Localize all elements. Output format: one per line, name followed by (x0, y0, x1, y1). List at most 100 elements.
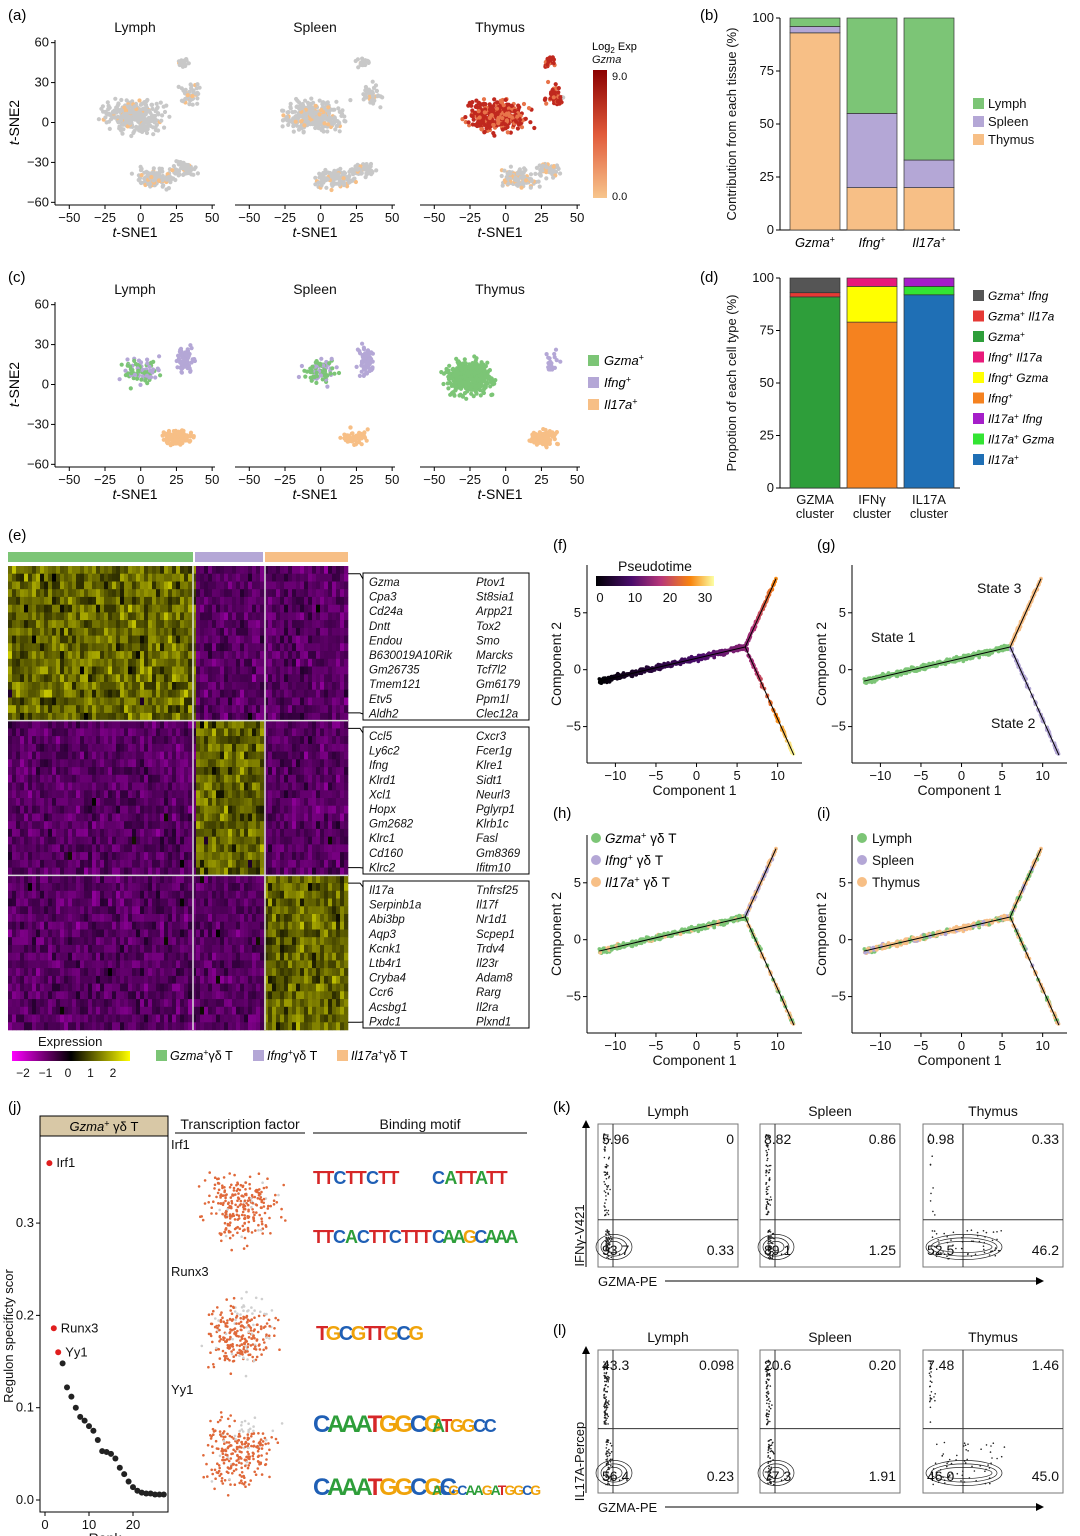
heatmap-cell (144, 682, 149, 690)
heatmap-cell (20, 682, 25, 690)
heatmap-cell (28, 589, 33, 598)
heatmap-cell (168, 705, 173, 714)
tsne-point (549, 363, 554, 368)
heatmap-cell (60, 643, 65, 652)
heatmap-cell (148, 697, 153, 706)
heatmap-cell (136, 589, 141, 598)
heatmap-cell (48, 604, 53, 613)
heatmap-cell (56, 635, 61, 644)
heatmap-cell (120, 658, 125, 667)
tsne-point (317, 122, 322, 127)
panel-label-i: (i) (817, 805, 830, 822)
heatmap-cell (60, 712, 65, 721)
heatmap-cell (316, 689, 321, 698)
heatmap-cell (128, 658, 133, 667)
heatmap-cell (28, 643, 33, 652)
heatmap-cell (120, 674, 125, 683)
heatmap-cell (132, 705, 137, 714)
heatmap-cell (196, 697, 201, 706)
heatmap-cell (52, 689, 57, 698)
tsne-point (505, 130, 510, 135)
tsne-point (164, 103, 169, 108)
heatmap-cell (60, 620, 65, 629)
heatmap-cell (172, 728, 177, 737)
heatmap-cell (60, 581, 65, 590)
tsne-point (326, 105, 331, 110)
heatmap-cell (336, 689, 341, 698)
heatmap-cell (220, 712, 225, 721)
y-tick-label: 30 (35, 75, 49, 90)
tsne-point (466, 103, 471, 108)
heatmap-cell (60, 689, 65, 698)
heatmap-cell (240, 604, 245, 613)
heatmap-cell (64, 720, 69, 729)
heatmap-cell (96, 705, 101, 714)
heatmap-cell (268, 720, 273, 729)
tsne-point (314, 374, 320, 379)
heatmap-cell (220, 627, 225, 636)
heatmap-cell (124, 596, 129, 605)
heatmap-cell (108, 612, 113, 621)
tsne-point (494, 106, 500, 111)
heatmap-cell (68, 720, 73, 729)
heatmap-cell (288, 666, 293, 675)
heatmap-cell (312, 612, 317, 621)
heatmap-cell (28, 658, 33, 667)
heatmap-cell (220, 589, 225, 598)
heatmap-cell (232, 604, 237, 613)
heatmap-cell (164, 728, 169, 737)
heatmap-cell (216, 589, 221, 598)
heatmap-cell (236, 674, 241, 683)
heatmap-cell (236, 627, 241, 636)
heatmap-cell (224, 596, 229, 605)
tsne-point (132, 128, 137, 134)
heatmap-cell (212, 674, 217, 683)
heatmap-cell (80, 643, 85, 652)
heatmap-cell (256, 604, 261, 613)
heatmap-cell (84, 651, 89, 660)
heatmap-cell (64, 596, 69, 605)
heatmap-cell (64, 643, 69, 652)
heatmap-cell (172, 697, 177, 706)
heatmap-cell (224, 682, 229, 690)
tsne-point (143, 370, 148, 375)
heatmap-cell (148, 635, 153, 644)
heatmap-cell (296, 720, 301, 729)
heatmap-cell (108, 627, 113, 636)
tsne-point (503, 97, 508, 102)
tsne-point (349, 437, 354, 442)
heatmap-cell (292, 705, 297, 714)
heatmap-cell (288, 674, 293, 683)
heatmap-cell (272, 566, 277, 574)
tsne-point (495, 111, 500, 117)
heatmap-cell (204, 604, 209, 613)
heatmap-cell (132, 566, 137, 574)
heatmap-cell (32, 589, 37, 598)
tsne-point (323, 374, 328, 379)
heatmap-cell (240, 658, 245, 667)
heatmap-cell (112, 635, 117, 644)
bar-lymph-ifng (846, 17, 898, 114)
heatmap-cell (244, 697, 249, 706)
heatmap-cell (56, 581, 61, 590)
heatmap-cell (68, 712, 73, 721)
tsne-point (315, 125, 320, 130)
tsne-point (151, 166, 156, 171)
legend-entry: Gzma+ Il17a (988, 308, 1055, 323)
tsne-point (370, 365, 375, 370)
heatmap-cell (296, 712, 301, 721)
heatmap-cell (324, 720, 329, 729)
tsne-point (485, 360, 490, 365)
heatmap-cell (312, 566, 317, 574)
tsne-point (553, 82, 558, 87)
heatmap-cell (156, 712, 161, 721)
heatmap-cell (96, 589, 101, 598)
heatmap-cell (268, 589, 273, 598)
heatmap-cell (8, 658, 13, 667)
heatmap-cell (248, 573, 253, 582)
heatmap-cell (128, 620, 133, 629)
heatmap-cell (32, 728, 37, 737)
heatmap-cell (144, 589, 149, 598)
heatmap-cell (104, 627, 109, 636)
panel-label-d: (d) (700, 269, 718, 286)
